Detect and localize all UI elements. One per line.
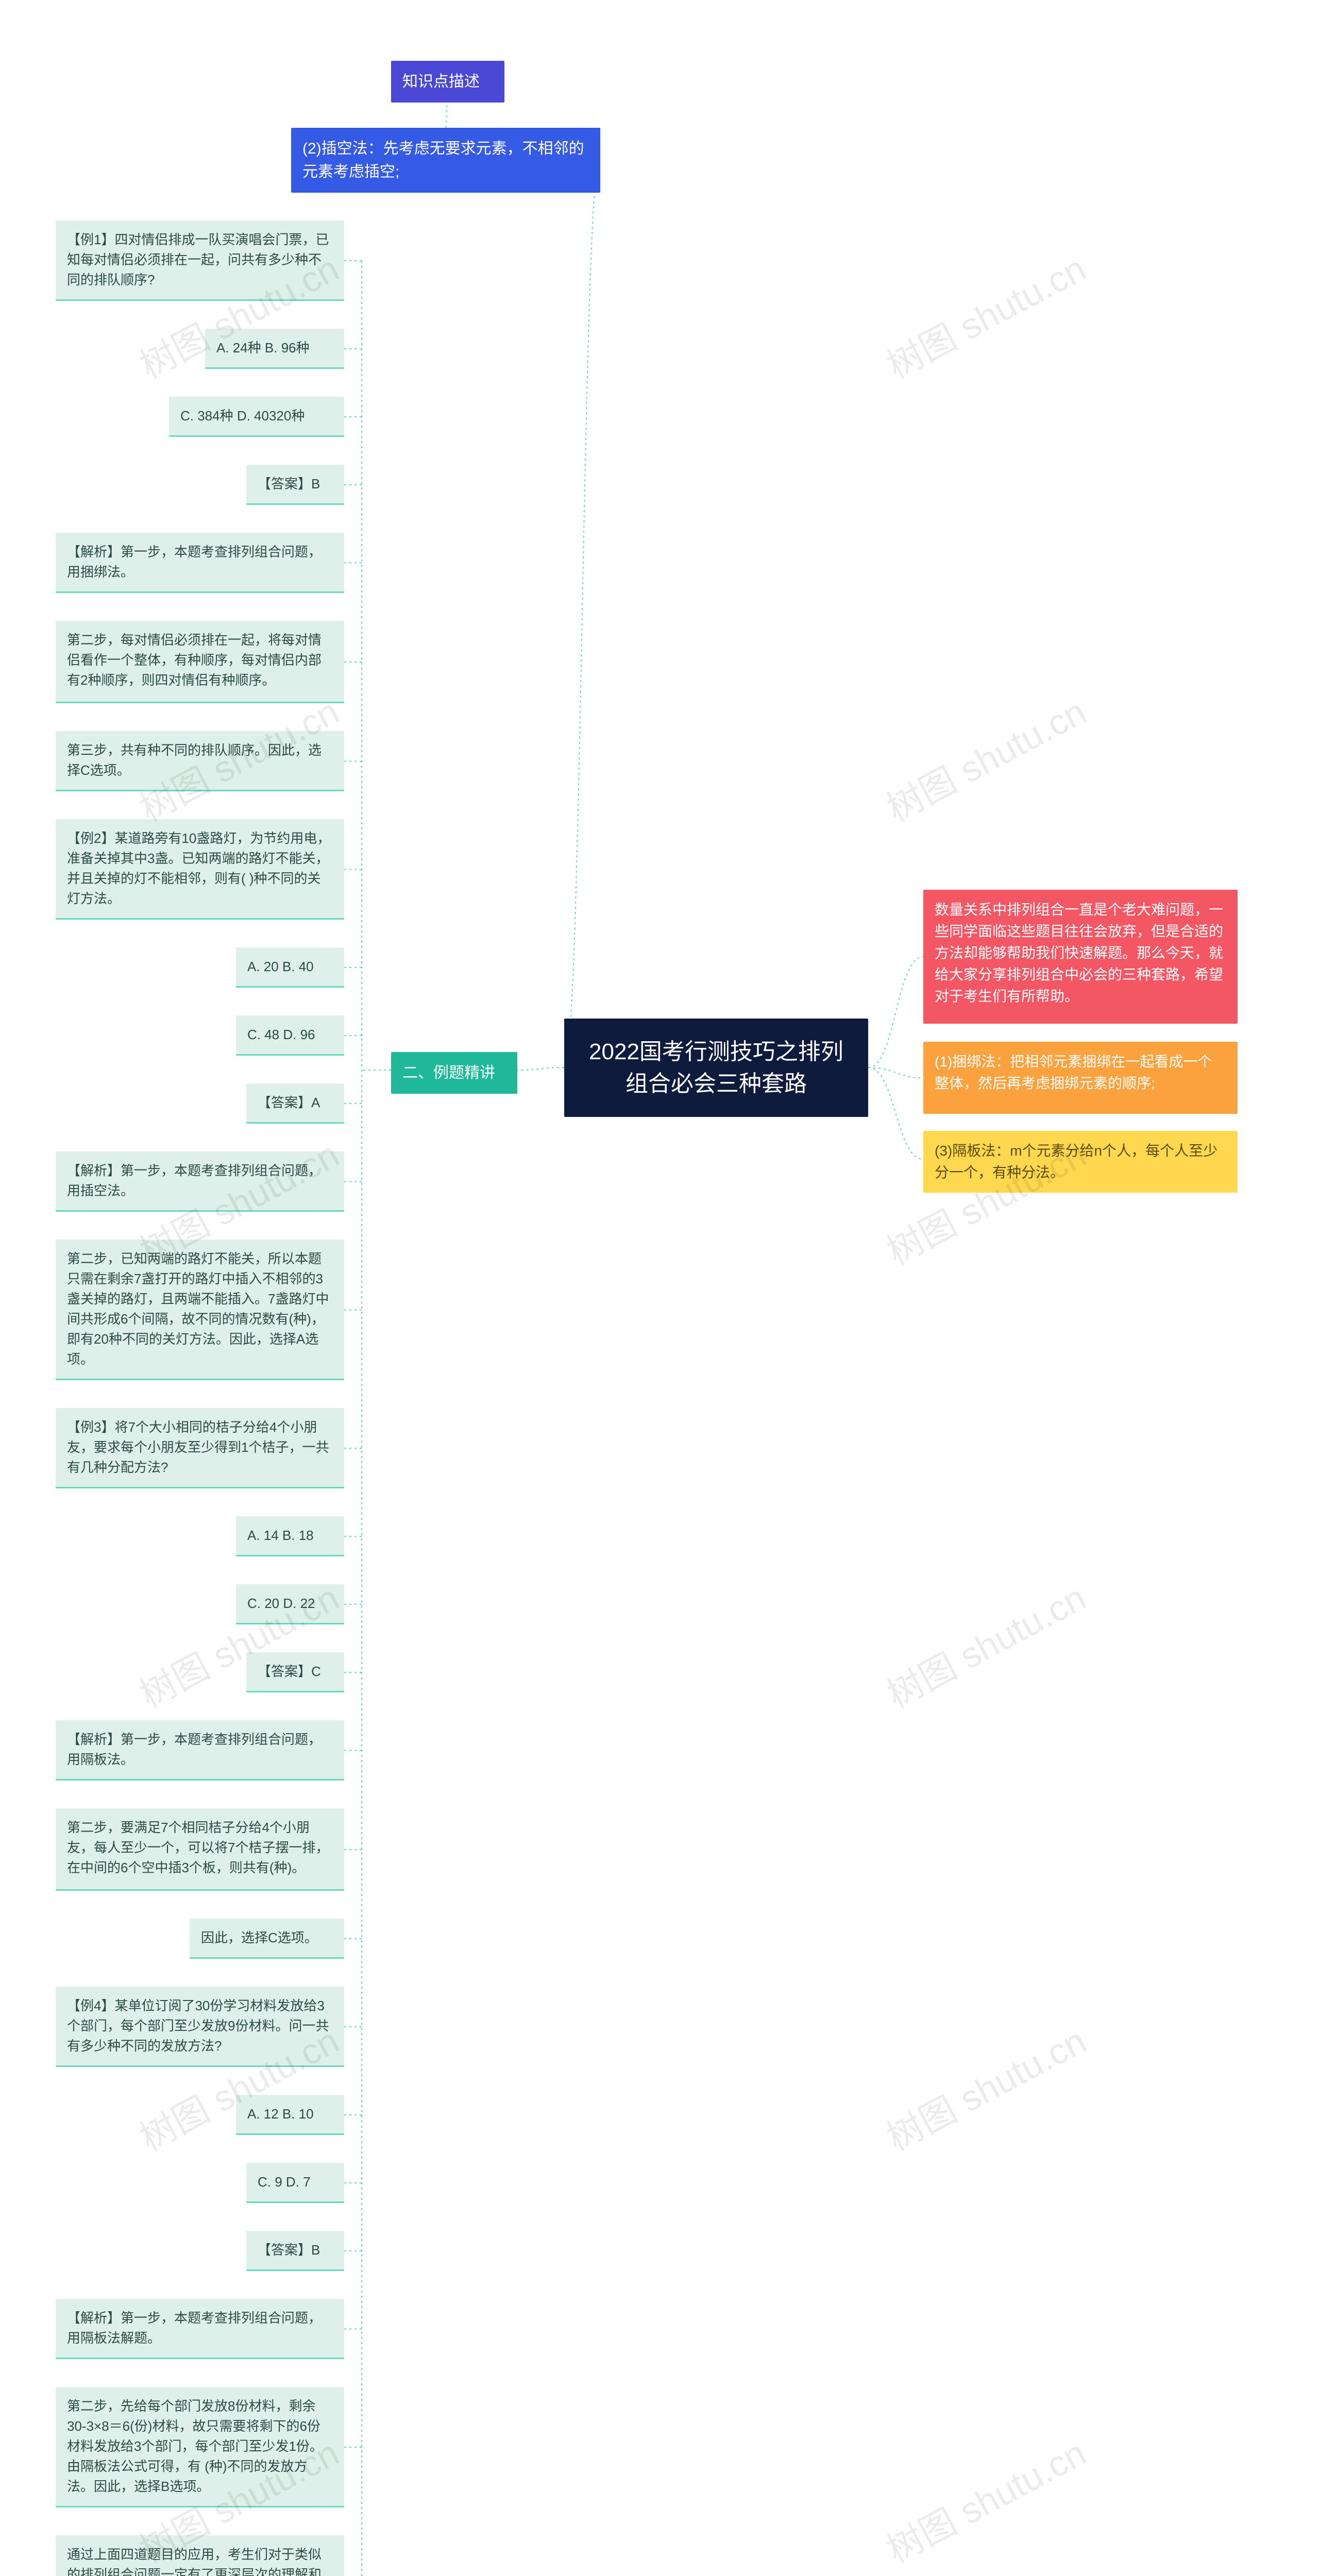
left-node-22: C. 9 D. 7 [246,2163,344,2203]
left-node-9: C. 48 D. 96 [236,1015,344,1056]
left-node-24: 【解析】第一步，本题考查排列组合问题，用隔板法解题。 [56,2299,344,2359]
right-node-1: (1)捆绑法：把相邻元素捆绑在一起看成一个整体，然后再考虑捆绑元素的顺序; [923,1042,1238,1114]
watermark: 树图 shutu.cn [876,2012,1094,2161]
top-node-1: (2)插空法：先考虑无要求元素，不相邻的元素考虑插空; [291,128,600,193]
left-node-4: 【解析】第一步，本题考查排列组合问题，用捆绑法。 [56,533,344,593]
left-node-14: A. 14 B. 18 [236,1516,344,1556]
watermark: 树图 shutu.cn [876,240,1094,388]
left-node-7: 【例2】某道路旁有10盏路灯，为节约用电，准备关掉其中3盏。已知两端的路灯不能关… [56,819,344,920]
left-node-16: 【答案】C [246,1652,344,1692]
left-node-8: A. 20 B. 40 [236,947,344,988]
left-node-26: 通过上面四道题目的应用，考生们对于类似的排列组合问题一定有了更深层次的理解和认识… [56,2535,344,2576]
top-node-0: 知识点描述 [391,61,504,103]
left-node-18: 第二步，要满足7个相同桔子分给4个小朋友，每人至少一个，可以将7个桔子摆一排，在… [56,1808,344,1891]
left-node-13: 【例3】将7个大小相同的桔子分给4个小朋友，要求每个小朋友至少得到1个桔子，一共… [56,1408,344,1488]
left-node-3: 【答案】B [246,465,344,505]
left-node-20: 【例4】某单位订阅了30份学习材料发放给3个部门，每个部门至少发放9份材料。问一… [56,1987,344,2067]
left-node-11: 【解析】第一步，本题考查排列组合问题，用插空法。 [56,1151,344,1212]
examples-heading: 二、例题精讲 [391,1052,517,1094]
left-node-19: 因此，选择C选项。 [190,1919,344,1959]
left-node-17: 【解析】第一步，本题考查排列组合问题，用隔板法。 [56,1720,344,1781]
watermark: 树图 shutu.cn [876,1569,1094,1718]
left-node-10: 【答案】A [246,1083,344,1124]
left-node-15: C. 20 D. 22 [236,1584,344,1624]
left-node-25: 第二步，先给每个部门发放8份材料，剩余30-3×8＝6(份)材料，故只需要将剩下… [56,2387,344,2507]
mindmap-canvas: 2022国考行测技巧之排列组合必会三种套路数量关系中排列组合一直是个老大难问题，… [0,0,1319,2576]
watermark: 树图 shutu.cn [876,2425,1094,2573]
left-node-5: 第二步，每对情侣必须排在一起，将每对情侣看作一个整体，有种顺序，每对情侣内部有2… [56,621,344,703]
right-node-2: (3)隔板法：m个元素分给n个人，每个人至少分一个，有种分法。 [923,1131,1238,1193]
left-node-2: C. 384种 D. 40320种 [169,397,344,437]
center-title: 2022国考行测技巧之排列组合必会三种套路 [564,1019,868,1117]
left-node-21: A. 12 B. 10 [236,2095,344,2135]
left-node-1: A. 24种 B. 96种 [205,329,344,369]
watermark: 树图 shutu.cn [876,683,1094,832]
right-node-0: 数量关系中排列组合一直是个老大难问题，一些同学面临这些题目往往会放弃，但是合适的… [923,890,1238,1024]
left-node-12: 第二步，已知两端的路灯不能关，所以本题只需在剩余7盏打开的路灯中插入不相邻的3盏… [56,1240,344,1380]
left-node-0: 【例1】四对情侣排成一队买演唱会门票，已知每对情侣必须排在一起，问共有多少种不同… [56,221,344,301]
left-node-6: 第三步，共有种不同的排队顺序。因此，选择C选项。 [56,731,344,791]
left-node-23: 【答案】B [246,2231,344,2271]
